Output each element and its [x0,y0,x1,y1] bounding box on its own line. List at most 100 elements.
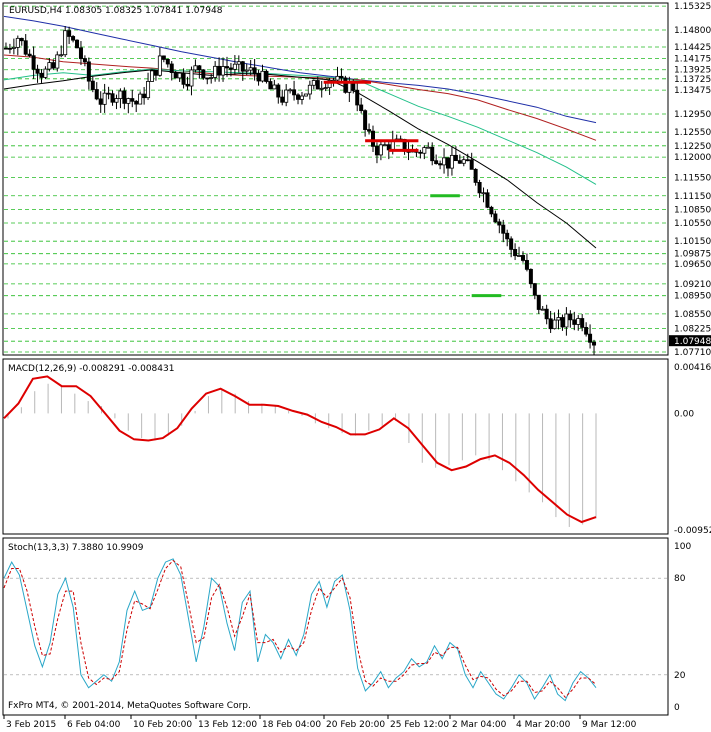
time-tick-label: 9 Mar 12:00 [582,720,637,730]
price-label: 1.12950 [674,110,711,120]
time-tick-label: 2 Mar 04:00 [452,720,507,730]
candle-body [509,238,514,250]
stoch-line [3,559,597,699]
time-tick-label: 18 Feb 04:00 [262,720,321,730]
candle-body [343,77,348,93]
candle-body [481,192,486,195]
time-tick-label: 3 Feb 2015 [6,720,56,730]
candle-body [55,54,60,69]
candle-body [378,144,383,156]
candle-body [568,313,573,321]
candle-body [197,65,202,71]
stoch-tick-label: 80 [674,574,686,584]
candle-body [142,93,147,99]
candle-body [513,249,518,257]
symbol-header: EURUSD,H4 1.08305 1.08325 1.07841 1.0794… [9,6,223,16]
candle-body [161,55,166,60]
candle-body [102,92,107,105]
candle-body [560,317,565,328]
candle-body [296,94,301,100]
candle-body [382,144,387,147]
candle-body [307,84,312,95]
candle-body [86,61,91,82]
price-label: 1.08550 [674,310,711,320]
candle-body [540,308,545,311]
candle-body [256,72,261,82]
candle-body [564,313,569,328]
stoch-axis-labels: 100 80 20 0 [674,542,691,713]
stoch-tick-label: 100 [674,542,691,552]
moving-average-line [3,69,597,249]
candle-body [27,53,32,57]
candle-body [39,72,44,78]
candle-body [371,130,376,147]
candle-body [351,82,356,91]
candle-body [232,63,237,70]
candle-body [339,75,344,79]
candle-body [169,63,174,73]
candle-body [517,255,522,257]
candle-body [43,68,48,78]
macd-tick-label: -0.009527 [674,526,711,536]
candle-body [461,159,466,164]
price-label: 1.10150 [674,237,711,247]
candle-body [209,77,214,79]
candle-body [110,93,115,103]
candle-body [592,341,597,346]
candle-body [3,47,8,50]
candle-body [473,168,478,183]
last-price-box [669,335,711,347]
candle-body [489,206,494,215]
price-label: 1.13925 [674,66,711,76]
candle-body [323,87,328,90]
candle-body [126,98,131,104]
footer-copyright: FxPro MT4, © 2001-2014, MetaQuotes Softw… [8,701,251,711]
candle-body [347,82,352,93]
candle-body [264,70,269,82]
macd-axis-labels: 0.004163 0.00 -0.009527 [674,363,711,536]
candle-body [185,83,190,87]
candle-body [78,47,83,59]
price-label: 1.14175 [674,54,711,64]
candle-body [426,146,431,149]
candle-body [327,79,332,89]
candle-body [59,54,64,57]
candle-body [580,318,585,328]
candle-body [311,80,316,86]
candle-body [23,40,28,55]
macd-pane-frame [2,358,669,535]
candle-body [228,67,233,70]
candle-body [315,80,320,90]
price-pane-frame [2,2,669,356]
candle-body [556,317,561,321]
candle-body [536,294,541,310]
macd-signal-line [3,375,597,524]
price-label: 1.11150 [674,192,711,202]
candle-body [201,69,206,79]
candle-body [181,72,186,85]
price-label: 1.12250 [674,142,711,152]
candle-body [477,182,482,194]
candle-body [335,75,340,81]
time-tick-label: 13 Feb 12:00 [198,720,257,730]
candle-body [367,129,372,132]
stoch-tick-label: 20 [674,671,686,681]
candle-body [149,70,154,82]
candle-body [205,77,210,80]
candle-body [260,70,265,82]
time-tick-label: 6 Feb 04:00 [67,720,121,730]
candle-body [268,81,273,90]
candle-body [449,154,454,169]
candle-body [114,98,119,103]
candle-body [224,66,229,69]
candle-body [63,30,68,56]
candle-body [453,154,458,162]
price-label: 1.15325 [674,2,711,12]
candle-body [252,67,257,74]
candle-body [288,89,293,92]
candle-body [584,327,589,335]
time-tick-label: 10 Feb 20:00 [133,720,192,730]
candle-body [284,89,289,103]
